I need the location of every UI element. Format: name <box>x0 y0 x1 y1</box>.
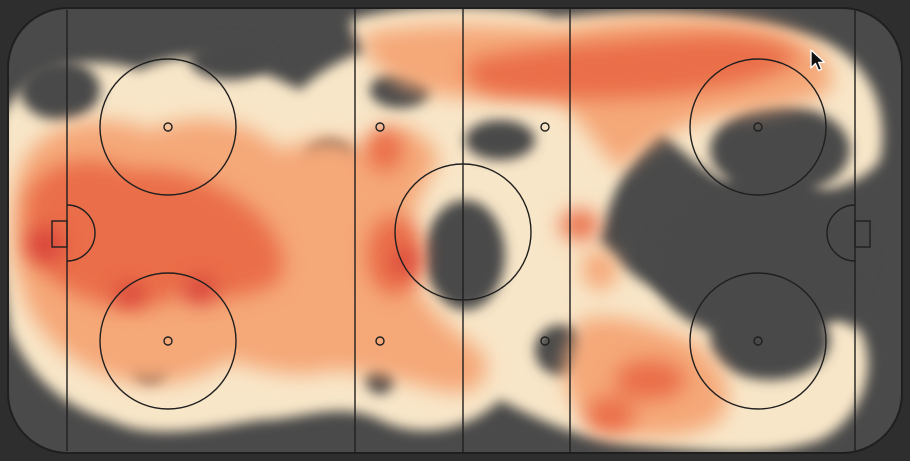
goal-net-left <box>51 220 68 248</box>
heat-high-region <box>25 34 800 433</box>
faceoff-dot <box>163 122 173 132</box>
faceoff-circle-right-top <box>689 58 827 196</box>
faceoff-dot <box>375 336 385 346</box>
goal-crease-left <box>66 204 96 262</box>
heat-peak-region <box>27 227 417 307</box>
rink-boards <box>7 7 903 454</box>
faceoff-circle-left-top <box>99 58 237 196</box>
rink-markings <box>7 7 903 454</box>
faceoff-dot <box>540 122 550 132</box>
heat-layer <box>8 8 883 452</box>
faceoff-dot <box>753 122 763 132</box>
faceoff-dot <box>540 336 550 346</box>
faceoff-dot <box>753 336 763 346</box>
center-faceoff-circle <box>394 163 532 301</box>
goal-net-right <box>854 220 871 248</box>
faceoff-dot <box>375 122 385 132</box>
faceoff-dot <box>163 336 173 346</box>
arrow-cursor-icon <box>810 49 826 72</box>
faceoff-circle-left-bottom <box>99 272 237 410</box>
goal-crease-right <box>826 204 856 262</box>
faceoff-circle-right-bottom <box>689 272 827 410</box>
